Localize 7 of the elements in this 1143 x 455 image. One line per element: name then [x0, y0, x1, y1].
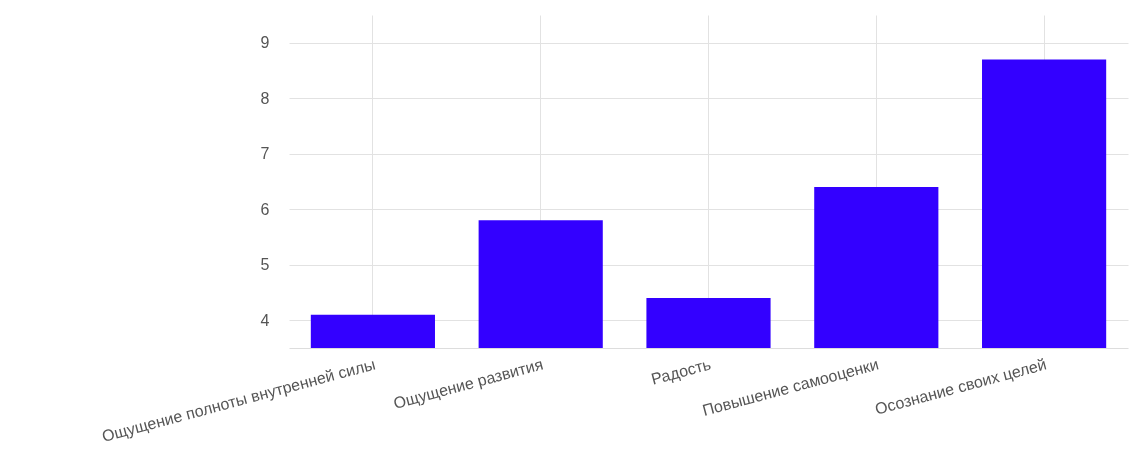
y-tick-label: 8 — [260, 89, 270, 107]
y-tick-label: 5 — [260, 256, 270, 274]
y-tick-label: 6 — [260, 200, 270, 218]
x-tick-label: Радость — [649, 355, 713, 388]
y-tick-label: 4 — [260, 311, 270, 329]
y-tick-label: 7 — [260, 145, 270, 163]
y-tick-label: 9 — [260, 34, 270, 52]
